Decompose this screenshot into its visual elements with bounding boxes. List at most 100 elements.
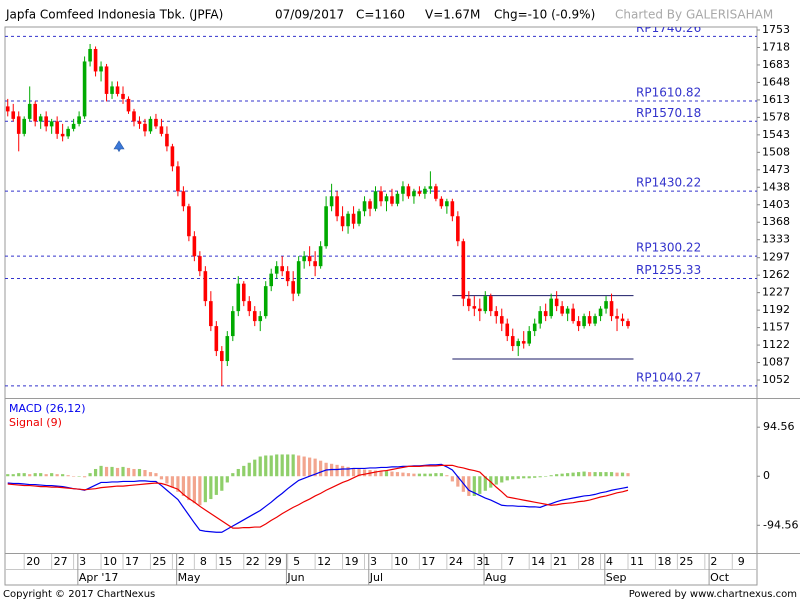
histogram-bar — [82, 476, 87, 478]
histogram-bar — [406, 473, 411, 477]
histogram-bar — [39, 473, 43, 477]
candle-body — [401, 186, 405, 194]
candle-body — [362, 201, 367, 212]
histogram-bar — [549, 475, 553, 477]
candle-body — [38, 116, 43, 122]
y-tick-label: 1227 — [762, 286, 790, 299]
histogram-bar — [236, 468, 240, 477]
x-tick-label: 24 — [449, 555, 463, 568]
histogram-bar — [560, 473, 564, 477]
month-label: Jul — [369, 571, 383, 584]
x-tick-label: 2 — [178, 555, 185, 568]
x-tick-label: 17 — [421, 555, 435, 568]
x-tick-label: 15 — [218, 555, 232, 568]
histogram-bar — [50, 473, 54, 477]
candle-body — [543, 311, 548, 317]
y-tick-label: 1087 — [762, 356, 790, 369]
candle-body — [291, 281, 295, 294]
histogram-bar — [137, 468, 142, 477]
candle-body — [604, 301, 608, 309]
histogram-bar — [220, 476, 224, 491]
histogram-bar — [544, 476, 548, 477]
histogram-bar — [626, 473, 630, 477]
candle-body — [220, 351, 224, 362]
histogram-bar — [593, 472, 597, 477]
candle-body — [252, 311, 257, 322]
candle-body — [609, 301, 614, 317]
candle-body — [538, 311, 542, 324]
histogram-bar — [412, 473, 416, 477]
copyright: Copyright © 2017 ChartNexus — [3, 589, 155, 600]
histogram-bar — [170, 476, 175, 488]
histogram-bar — [286, 454, 290, 477]
candle-body — [368, 201, 372, 209]
candle-body — [527, 331, 532, 344]
candle-body — [318, 246, 323, 267]
candle-body — [181, 191, 186, 207]
macd-panel — [6, 454, 630, 533]
candle-body — [110, 86, 114, 94]
candle-body — [209, 301, 213, 327]
candle-body — [22, 118, 27, 134]
candle-body — [499, 316, 504, 324]
candle-body — [274, 266, 279, 274]
y-tick-label: 1403 — [762, 198, 790, 211]
histogram-bar — [132, 468, 136, 477]
candle-body — [324, 206, 328, 247]
histogram-bar — [609, 472, 614, 477]
histogram-bar — [33, 473, 37, 477]
histogram-bar — [126, 467, 131, 477]
histogram-bar — [225, 476, 229, 483]
histogram-bar — [319, 460, 323, 477]
histogram-bar — [104, 466, 109, 477]
candle-body — [5, 106, 10, 112]
candle-body — [582, 316, 586, 327]
histogram-bar — [571, 472, 575, 477]
candle-body — [379, 191, 383, 202]
histogram-bar — [115, 467, 120, 477]
candle-body — [395, 193, 400, 204]
histogram-bar — [291, 454, 295, 477]
histogram-bar — [620, 472, 625, 477]
y-tick-label: 1052 — [762, 373, 790, 386]
histogram-bar — [6, 474, 10, 477]
axes: 1753171816831648161315781543150814731438… — [9, 23, 798, 585]
candle-body — [598, 308, 603, 317]
frame — [4, 26, 758, 586]
candle-body — [532, 323, 537, 332]
chart-title: Japfa Comfeed Indonesia Tbk. (JPFA) — [5, 8, 223, 22]
candle-body — [88, 48, 92, 62]
candle-body — [115, 86, 120, 94]
histogram-bar — [379, 471, 383, 477]
candle-body — [417, 191, 422, 194]
histogram-bar — [148, 472, 153, 477]
histogram-bar — [154, 473, 158, 477]
y-tick-label: 1473 — [762, 163, 790, 176]
candle-body — [159, 126, 164, 134]
level-label: RP1255.33 — [636, 263, 701, 277]
candle-body — [472, 306, 477, 309]
candle-body — [230, 311, 235, 337]
histogram-bar — [22, 473, 26, 477]
histogram-bar — [203, 476, 207, 503]
candle-body — [565, 308, 570, 314]
histogram-bar — [516, 476, 520, 479]
candle-body — [461, 241, 466, 299]
x-tick-label: 7 — [507, 555, 514, 568]
candle-body — [390, 196, 394, 204]
x-tick-label: 18 — [657, 555, 671, 568]
y-tick-label: 1543 — [762, 128, 790, 141]
level-label: RP1430.22 — [636, 176, 701, 190]
histogram-bar — [428, 473, 433, 477]
candle-body — [203, 271, 208, 302]
candle-body — [247, 301, 252, 312]
candle-body — [302, 256, 306, 262]
y-tick-label: 1718 — [762, 40, 790, 53]
candle-body — [384, 196, 389, 202]
histogram-bar — [275, 454, 279, 477]
candle-body — [126, 98, 131, 112]
candle-body — [576, 321, 581, 327]
info-close: C=1160 — [356, 8, 405, 22]
histogram-bar — [11, 474, 15, 477]
